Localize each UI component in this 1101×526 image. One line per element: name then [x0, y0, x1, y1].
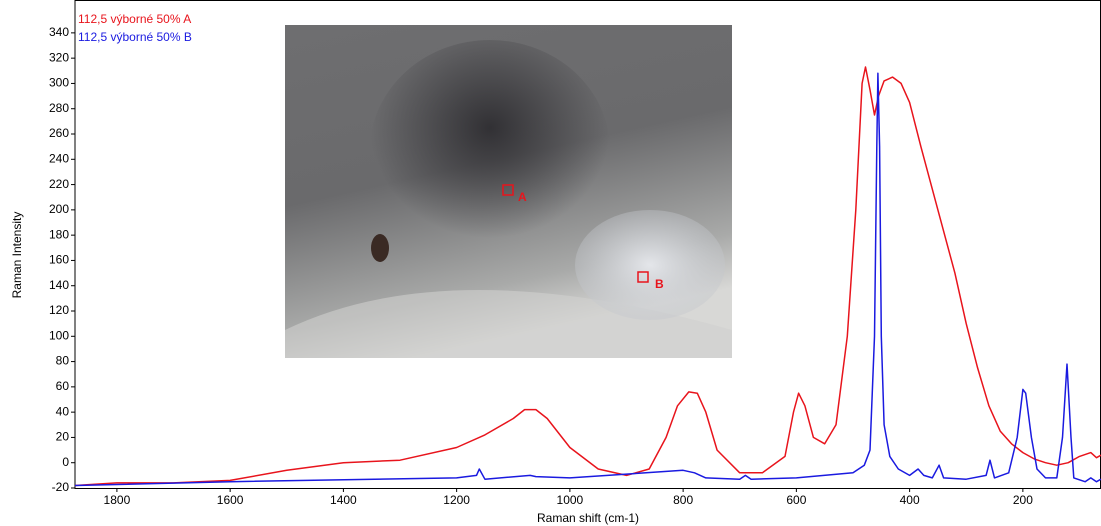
x-tick-label: 200: [1013, 493, 1033, 507]
y-tick-label: 140: [49, 278, 69, 292]
y-tick-label: 220: [49, 177, 69, 191]
x-tick-label: 1800: [104, 493, 131, 507]
x-tick-label: 1400: [330, 493, 357, 507]
x-axis-label: Raman shift (cm-1): [537, 511, 639, 525]
y-tick-label: 340: [49, 25, 69, 39]
marker-label: A: [518, 190, 527, 204]
y-tick-label: 60: [56, 379, 70, 393]
y-tick-label: 260: [49, 126, 69, 140]
inset-photo: A B: [285, 25, 732, 358]
y-tick-label: 20: [56, 430, 70, 444]
y-tick-label: 40: [56, 404, 70, 418]
x-tick-label: 1000: [557, 493, 584, 507]
legend-entry: 112,5 výborné 50% B: [78, 30, 192, 44]
y-tick-label: 240: [49, 151, 69, 165]
x-tick-label: 1600: [217, 493, 244, 507]
y-tick-label: 80: [56, 354, 70, 368]
y-tick-label: 160: [49, 253, 69, 267]
y-tick-label: 180: [49, 227, 69, 241]
y-tick-label: 280: [49, 101, 69, 115]
marker-label: B: [655, 277, 664, 291]
y-tick-label: 100: [49, 328, 69, 342]
y-tick-label: 120: [49, 303, 69, 317]
x-tick-label: 600: [786, 493, 806, 507]
y-tick-label: 320: [49, 50, 69, 64]
x-tick-label: 400: [900, 493, 920, 507]
series-line: [74, 66, 1101, 487]
x-tick-label: 1200: [443, 493, 470, 507]
y-tick-label: 0: [62, 455, 69, 469]
legend-entry: 112,5 výborné 50% A: [78, 12, 191, 26]
plot-area: -20 0 20 40 60 80 100 120 140 160 180 200 220 240 260 2…: [49, 0, 1101, 507]
series-line: [74, 72, 1101, 487]
y-tick-label: 200: [49, 202, 69, 216]
y-tick-label: 300: [49, 76, 69, 90]
x-tick-label: 800: [673, 493, 693, 507]
y-axis-label: Raman Intensity: [10, 212, 24, 299]
y-tick-label: -20: [52, 480, 70, 494]
